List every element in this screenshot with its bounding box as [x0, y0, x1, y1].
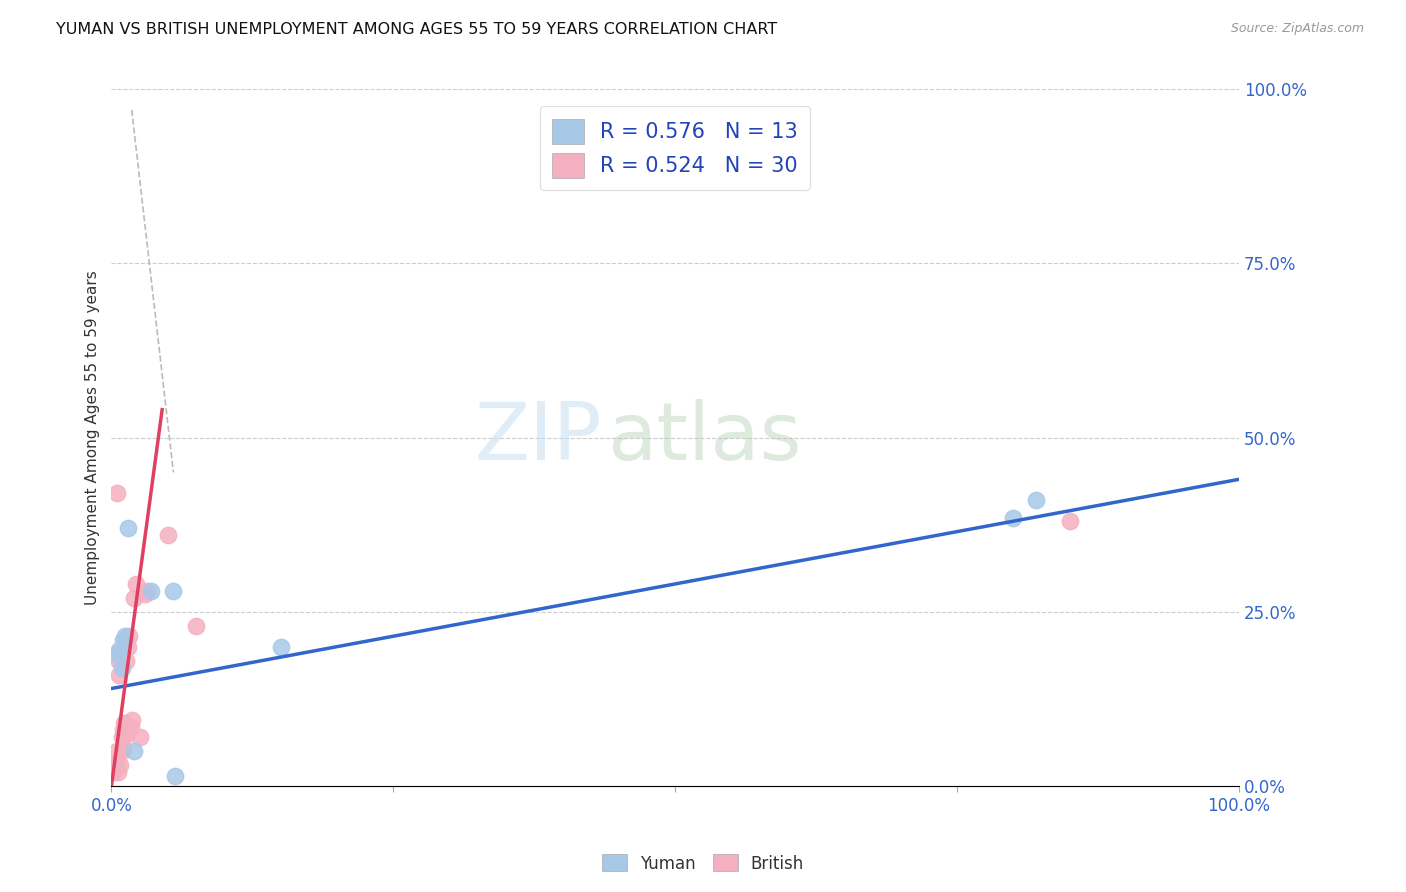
Point — [107, 765, 129, 780]
Point — [110, 758, 132, 772]
Point — [118, 629, 141, 643]
Point — [1025, 493, 1047, 508]
Point — [125, 577, 148, 591]
Point — [105, 647, 128, 661]
Point — [122, 744, 145, 758]
Text: Source: ZipAtlas.com: Source: ZipAtlas.com — [1230, 22, 1364, 36]
Point — [110, 731, 132, 745]
Point — [103, 758, 125, 772]
Point — [117, 640, 139, 654]
Point — [108, 667, 131, 681]
Point — [134, 587, 156, 601]
Point — [101, 765, 124, 780]
Point — [104, 762, 127, 776]
Point — [111, 740, 134, 755]
Point — [128, 731, 150, 745]
Point — [121, 713, 143, 727]
Point — [136, 583, 159, 598]
Point — [270, 640, 292, 654]
Point — [122, 591, 145, 605]
Point — [184, 619, 207, 633]
Text: YUMAN VS BRITISH UNEMPLOYMENT AMONG AGES 55 TO 59 YEARS CORRELATION CHART: YUMAN VS BRITISH UNEMPLOYMENT AMONG AGES… — [56, 22, 778, 37]
Point — [111, 723, 134, 738]
Point — [156, 528, 179, 542]
Point — [110, 660, 132, 674]
Legend: R = 0.576   N = 13, R = 0.524   N = 30: R = 0.576 N = 13, R = 0.524 N = 30 — [540, 106, 810, 191]
Point — [163, 769, 186, 783]
Point — [1059, 514, 1081, 528]
Text: ZIP: ZIP — [474, 399, 602, 476]
Point — [1002, 510, 1025, 524]
Point — [112, 716, 135, 731]
Point — [104, 755, 127, 769]
Point — [139, 583, 162, 598]
Point — [110, 744, 132, 758]
Point — [108, 643, 131, 657]
Point — [115, 727, 138, 741]
Point — [114, 632, 136, 647]
Point — [105, 486, 128, 500]
Point — [111, 632, 134, 647]
Point — [117, 521, 139, 535]
Point — [108, 654, 131, 668]
Point — [105, 744, 128, 758]
Y-axis label: Unemployment Among Ages 55 to 59 years: Unemployment Among Ages 55 to 59 years — [86, 270, 100, 605]
Point — [120, 720, 142, 734]
Point — [115, 654, 138, 668]
Point — [114, 629, 136, 643]
Legend: Yuman, British: Yuman, British — [595, 847, 811, 880]
Text: atlas: atlas — [607, 399, 801, 476]
Point — [162, 583, 184, 598]
